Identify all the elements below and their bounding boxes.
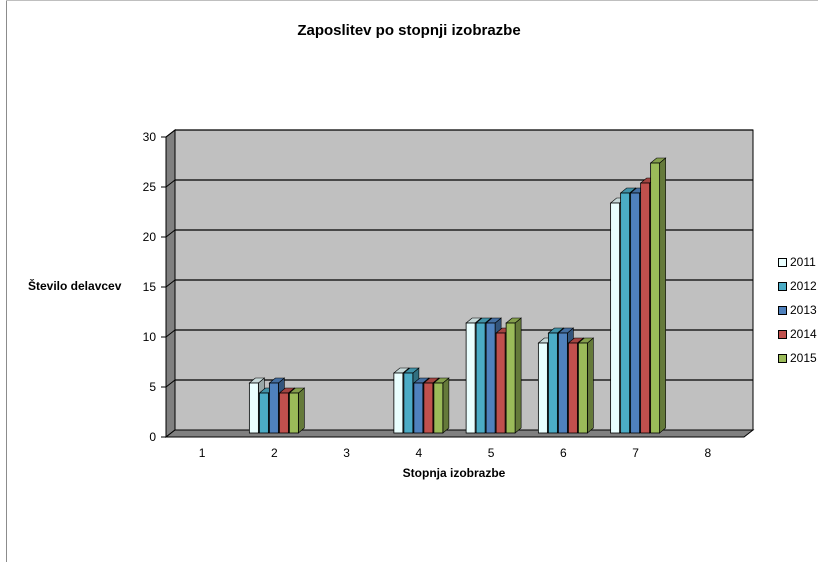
bar-2013-7	[630, 192, 641, 434]
y-tick-label: 30	[143, 130, 157, 144]
y-tick-label: 25	[143, 180, 157, 194]
legend-swatch	[778, 353, 787, 363]
legend-label: 2014	[790, 327, 817, 341]
bar-side	[587, 337, 594, 434]
x-axis-label: Stopnja izobrazbe	[402, 466, 506, 480]
gridline-side	[165, 279, 176, 288]
x-tick-label: 7	[632, 446, 639, 460]
chart-title: Zaposlitev po stopnji izobrazbe	[297, 22, 521, 39]
legend-swatch	[778, 329, 787, 339]
bar-2014-7	[640, 182, 651, 434]
bar-2014-6	[567, 342, 578, 434]
y-axis-label: Število delavcev	[28, 279, 122, 293]
legend-label: 2015	[790, 351, 817, 365]
chart-legend: 2011 2012 2013 2014 2015	[778, 250, 817, 370]
bar-2015-5	[505, 322, 516, 434]
plot-floor	[164, 429, 755, 438]
x-tick-label: 1	[199, 446, 206, 460]
legend-label: 2012	[790, 279, 817, 293]
bar-2013-2	[268, 382, 279, 434]
bar-side	[514, 317, 522, 434]
legend-item: 2013	[778, 298, 817, 322]
gridline-side	[165, 379, 176, 388]
legend-label: 2013	[790, 303, 817, 317]
x-tick-label: 4	[416, 446, 423, 460]
legend-swatch	[778, 281, 787, 291]
x-tick-label: 6	[560, 446, 567, 460]
bar-2015-7	[650, 162, 661, 434]
legend-item: 2012	[778, 274, 817, 298]
legend-item: 2014	[778, 322, 817, 346]
bar-2012-7	[620, 192, 631, 434]
bar-2013-4	[413, 382, 424, 434]
x-tick-label: 8	[705, 446, 712, 460]
gridline-side	[165, 129, 176, 138]
legend-swatch	[778, 305, 787, 315]
gridline-side	[165, 179, 176, 188]
legend-swatch	[778, 257, 787, 267]
bar-2011-5	[465, 322, 476, 434]
bar-side	[298, 387, 305, 434]
bar-side	[659, 157, 666, 434]
y-tick-label: 20	[143, 230, 157, 244]
y-tick-label: 10	[143, 330, 157, 344]
chart-frame-left-border	[6, 0, 7, 562]
bar-2011-2	[248, 382, 259, 434]
bar-2014-2	[278, 392, 289, 434]
bar-2012-6	[547, 332, 558, 434]
bar-2011-6	[537, 342, 548, 434]
x-tick-label: 2	[271, 446, 278, 460]
bar-2014-5	[495, 332, 506, 434]
bar-2014-4	[423, 382, 434, 434]
bar-2011-4	[393, 372, 404, 434]
bar-2015-2	[288, 392, 299, 434]
gridline-side	[165, 329, 176, 338]
bar-2012-5	[475, 322, 486, 434]
x-tick-label: 5	[488, 446, 495, 460]
bar-2013-5	[485, 322, 496, 434]
legend-item: 2011	[778, 250, 817, 274]
bar-2015-6	[577, 342, 588, 434]
x-tick-label: 3	[343, 446, 350, 460]
bar-2015-4	[433, 382, 444, 434]
legend-label: 2011	[790, 255, 816, 269]
bar-2011-7	[610, 202, 621, 434]
bar-side	[442, 377, 450, 434]
bar-2013-6	[557, 332, 568, 434]
y-tick-label: 5	[149, 380, 156, 394]
y-tick-label: 0	[149, 430, 156, 444]
chart-frame-top-border	[6, 0, 818, 1]
legend-item: 2015	[778, 346, 817, 370]
y-tick-label: 15	[143, 280, 157, 294]
gridline-side	[165, 229, 176, 238]
bar-2012-4	[403, 372, 414, 434]
bar-2012-2	[258, 392, 269, 434]
